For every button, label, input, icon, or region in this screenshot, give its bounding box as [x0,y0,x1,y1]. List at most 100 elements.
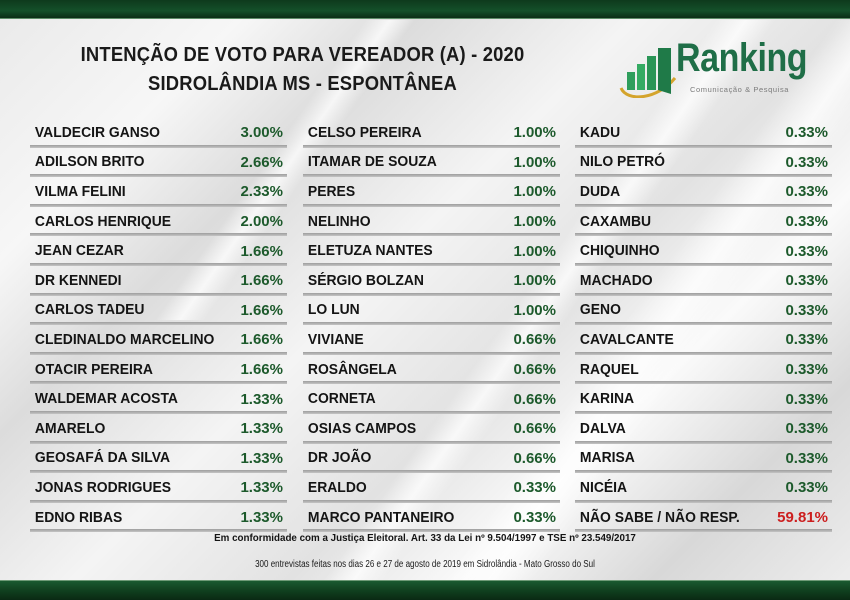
candidate-name: ERALDO [307,479,367,496]
candidate-name: PERES [307,183,356,200]
table-row: EDNO RIBAS 1.33% [30,503,287,533]
vote-percentage: 0.66% [513,331,556,349]
table-row: PERES 1.00% [303,177,560,207]
candidate-name: OTACIR PEREIRA [34,361,153,378]
candidate-name: KARINA [579,391,635,408]
vote-percentage: 1.00% [513,153,556,171]
results-column-1: VALDECIR GANSO 3.00% ADILSON BRITO 2.66% V… [30,118,287,533]
table-row: OSIAS CAMPOS 0.66% [303,414,560,444]
table-row: CLEDINALDO MARCELINO 1.66% [30,325,287,355]
table-row: DUDA 0.33% [575,177,832,207]
candidate-name: GEOSAFÁ DA SILVA [34,450,171,467]
vote-percentage: 1.00% [513,213,556,231]
candidate-name: DR KENNEDI [34,272,122,289]
vote-percentage: 0.33% [785,331,828,349]
table-row: CAVALCANTE 0.33% [575,325,832,355]
vote-percentage: 1.00% [513,301,556,319]
candidate-name: MARCO PANTANEIRO [307,509,455,526]
candidate-name: CORNETA [307,391,376,408]
table-row: CAXAMBU 0.33% [575,207,832,237]
vote-percentage: 1.66% [240,361,283,379]
candidate-name: JEAN CEZAR [34,243,124,260]
table-row: NICÉIA 0.33% [575,473,832,503]
table-row: CELSO PEREIRA 1.00% [303,118,560,148]
candidate-name: NILO PETRÓ [579,154,665,171]
candidate-name: CAXAMBU [579,213,652,230]
vote-percentage: 0.33% [513,509,556,527]
candidate-name: GENO [579,302,621,319]
candidate-name: NÃO SABE / NÃO RESP. [579,509,740,526]
vote-percentage: 1.00% [513,272,556,290]
candidate-name: ROSÂNGELA [307,361,397,378]
candidate-name: CARLOS HENRIQUE [34,213,172,230]
vote-percentage: 1.33% [240,449,283,467]
vote-percentage: 0.66% [513,449,556,467]
table-row: LO LUN 1.00% [303,296,560,326]
candidate-name: AMARELO [34,420,106,437]
table-row-undecided: NÃO SABE / NÃO RESP. 59.81% [575,503,832,533]
candidate-name: MARISA [579,450,635,467]
table-row: ERALDO 0.33% [303,473,560,503]
candidate-name: CARLOS TADEU [34,302,145,319]
legal-note: Em conformidade com a Justiça Eleitoral.… [214,533,636,544]
vote-percentage: 0.33% [785,183,828,201]
ranking-logo: Ranking Comunicação & Pesquisa [613,36,823,102]
candidate-name: ADILSON BRITO [34,154,145,171]
vote-percentage: 2.33% [240,183,283,201]
table-row: NILO PETRÓ 0.33% [575,148,832,178]
vote-percentage: 2.66% [240,153,283,171]
vote-percentage: 0.33% [785,420,828,438]
candidate-name: MACHADO [579,272,653,289]
vote-percentage: 0.66% [513,390,556,408]
vote-percentage: 1.33% [240,509,283,527]
table-row: GEOSAFÁ DA SILVA 1.33% [30,444,287,474]
table-row: AMARELO 1.33% [30,414,287,444]
candidate-name: SÉRGIO BOLZAN [307,272,424,289]
table-row: RAQUEL 0.33% [575,355,832,385]
table-row: VALDECIR GANSO 3.00% [30,118,287,148]
results-column-2: CELSO PEREIRA 1.00% ITAMAR DE SOUZA 1.00% … [303,118,560,532]
vote-percentage: 0.33% [785,361,828,379]
vote-percentage: 1.66% [240,242,283,260]
vote-percentage: 1.00% [513,183,556,201]
table-row: ITAMAR DE SOUZA 1.00% [303,148,560,178]
table-row: ADILSON BRITO 2.66% [30,148,287,178]
table-row: DR JOÃO 0.66% [303,444,560,474]
candidate-name: RAQUEL [579,361,639,378]
table-row: CORNETA 0.66% [303,384,560,414]
candidate-name: DUDA [579,183,621,200]
vote-percentage: 0.33% [785,479,828,497]
candidate-name: ITAMAR DE SOUZA [307,154,437,171]
vote-percentage: 0.66% [513,361,556,379]
candidate-name: DR JOÃO [307,450,372,467]
results-column-3: KADU 0.33% NILO PETRÓ 0.33% DUDA 0.33% CAXA… [575,118,832,533]
table-row: DR KENNEDI 1.66% [30,266,287,296]
bottom-band [0,580,850,600]
vote-percentage: 0.33% [513,479,556,497]
vote-percentage: 0.33% [785,153,828,171]
candidate-name: NICÉIA [579,479,628,496]
table-row: OTACIR PEREIRA 1.66% [30,355,287,385]
vote-percentage: 2.00% [240,213,283,231]
candidate-name: LO LUN [307,302,360,319]
table-row: MACHADO 0.33% [575,266,832,296]
candidate-name: CHIQUINHO [579,243,660,260]
candidate-name: NELINHO [307,213,371,230]
table-row: ROSÂNGELA 0.66% [303,355,560,385]
bar-chart-logo-icon [619,48,677,98]
vote-percentage: 1.66% [240,331,283,349]
table-row: ELETUZA NANTES 1.00% [303,236,560,266]
table-row: KARINA 0.33% [575,384,832,414]
vote-percentage: 0.33% [785,213,828,231]
candidate-name: EDNO RIBAS [34,509,123,526]
table-row: WALDEMAR ACOSTA 1.33% [30,384,287,414]
candidate-name: JONAS RODRIGUES [34,479,172,496]
table-row: KADU 0.33% [575,118,832,148]
table-row: CARLOS TADEU 1.66% [30,296,287,326]
vote-percentage: 0.33% [785,124,828,142]
table-row: JEAN CEZAR 1.66% [30,236,287,266]
candidate-name: VILMA FELINI [34,183,126,200]
table-row: SÉRGIO BOLZAN 1.00% [303,266,560,296]
candidate-name: ELETUZA NANTES [307,243,433,260]
table-row: JONAS RODRIGUES 1.33% [30,473,287,503]
